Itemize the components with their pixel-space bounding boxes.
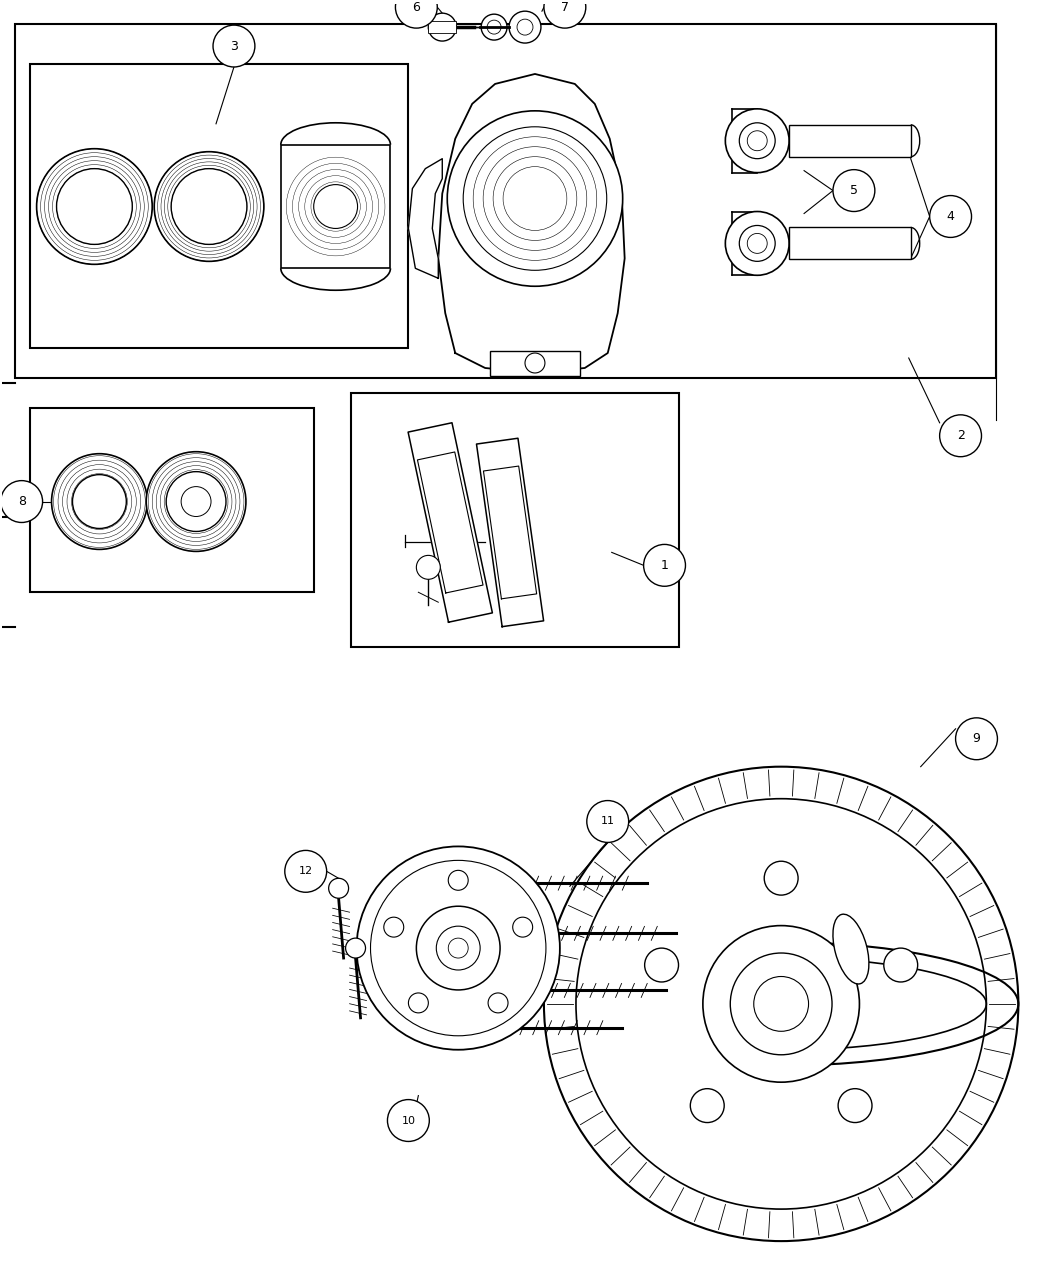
- Circle shape: [702, 926, 860, 1082]
- Circle shape: [408, 993, 428, 1012]
- Text: 5: 5: [849, 184, 858, 198]
- Text: 11: 11: [601, 816, 614, 826]
- Circle shape: [72, 474, 126, 528]
- Circle shape: [396, 0, 437, 28]
- Circle shape: [525, 353, 545, 374]
- Ellipse shape: [833, 914, 869, 984]
- Circle shape: [146, 451, 246, 551]
- Circle shape: [171, 168, 247, 245]
- Circle shape: [544, 766, 1018, 1241]
- Bar: [15, 24, 996, 377]
- Circle shape: [929, 195, 971, 237]
- Circle shape: [428, 13, 457, 41]
- Text: 10: 10: [401, 1116, 416, 1126]
- Circle shape: [387, 1099, 429, 1141]
- Circle shape: [544, 0, 586, 28]
- Text: 1: 1: [660, 558, 669, 572]
- Circle shape: [645, 949, 678, 982]
- Text: 7: 7: [561, 1, 569, 14]
- Circle shape: [509, 11, 541, 43]
- Circle shape: [166, 472, 226, 532]
- Circle shape: [213, 26, 255, 68]
- Bar: [280, 145, 391, 268]
- Polygon shape: [418, 451, 483, 593]
- Text: 9: 9: [972, 732, 981, 746]
- Circle shape: [417, 907, 500, 989]
- Text: 3: 3: [230, 40, 238, 52]
- Circle shape: [748, 233, 768, 254]
- Bar: [490, 351, 580, 376]
- Circle shape: [1, 481, 43, 523]
- Circle shape: [37, 149, 152, 264]
- Circle shape: [940, 414, 982, 456]
- Circle shape: [739, 226, 775, 261]
- Circle shape: [833, 170, 875, 212]
- Polygon shape: [483, 467, 537, 599]
- Circle shape: [739, 122, 775, 158]
- Circle shape: [764, 861, 798, 895]
- Circle shape: [748, 131, 768, 150]
- Circle shape: [488, 993, 508, 1012]
- Circle shape: [51, 454, 147, 550]
- Circle shape: [357, 847, 560, 1049]
- Circle shape: [512, 917, 532, 937]
- Circle shape: [417, 556, 440, 579]
- Circle shape: [437, 926, 480, 970]
- Circle shape: [587, 801, 629, 843]
- Circle shape: [285, 850, 327, 892]
- Polygon shape: [477, 439, 544, 626]
- Circle shape: [329, 878, 349, 899]
- Bar: [428, 22, 457, 33]
- Circle shape: [314, 185, 358, 228]
- Circle shape: [726, 212, 790, 275]
- Bar: [790, 125, 910, 157]
- Polygon shape: [438, 74, 625, 374]
- Circle shape: [644, 544, 686, 586]
- Circle shape: [726, 108, 790, 172]
- Circle shape: [57, 168, 132, 245]
- Circle shape: [838, 1089, 872, 1122]
- Polygon shape: [408, 158, 442, 278]
- Polygon shape: [408, 423, 492, 622]
- Bar: [29, 64, 408, 348]
- Text: 4: 4: [947, 210, 954, 223]
- Circle shape: [448, 871, 468, 890]
- Circle shape: [956, 718, 997, 760]
- Circle shape: [690, 1089, 724, 1122]
- Circle shape: [384, 917, 404, 937]
- Bar: [29, 408, 314, 593]
- Circle shape: [448, 938, 468, 958]
- Bar: [351, 393, 679, 648]
- Text: 6: 6: [413, 1, 420, 14]
- Text: 8: 8: [18, 495, 25, 507]
- Circle shape: [481, 14, 507, 40]
- Bar: [790, 227, 910, 259]
- Text: 2: 2: [957, 430, 965, 442]
- Text: 12: 12: [298, 866, 313, 876]
- Circle shape: [447, 111, 623, 287]
- Circle shape: [345, 938, 365, 958]
- Circle shape: [884, 949, 918, 982]
- Circle shape: [154, 152, 264, 261]
- Circle shape: [182, 487, 211, 516]
